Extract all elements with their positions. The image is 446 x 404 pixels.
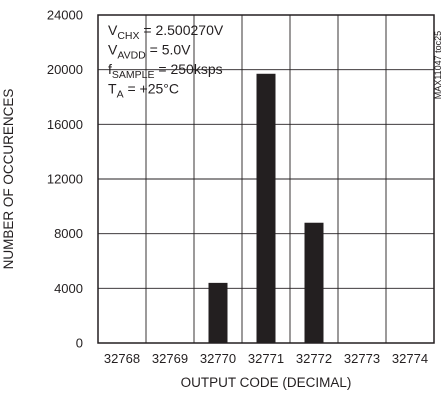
y-tick-label: 4000 [54, 281, 83, 296]
grid [98, 15, 434, 343]
annotation-vavdd: VAVDD = 5.0V [108, 42, 191, 62]
annotation-fsample: fSAMPLE = 250ksps [108, 61, 223, 81]
y-tick-label: 0 [76, 336, 83, 351]
y-tick-labels: 0 4000 8000 12000 16000 20000 24000 [47, 8, 83, 351]
x-tick-label: 32769 [152, 351, 188, 366]
x-axis-label: OUTPUT CODE (DECIMAL) [181, 375, 352, 390]
x-tick-labels: 32768 32769 32770 32771 32772 32773 32774 [104, 351, 428, 366]
bar-32770 [208, 282, 228, 343]
x-tick-label: 32773 [344, 351, 380, 366]
plot-frame [97, 14, 435, 344]
y-tick-label: 8000 [54, 226, 83, 241]
bars [208, 73, 324, 344]
y-tick-label: 24000 [47, 8, 83, 23]
annotation-ta: TA = +25°C [108, 81, 179, 101]
x-tick-label: 32774 [392, 351, 428, 366]
x-tick-label: 32772 [296, 351, 332, 366]
x-tick-label: 32768 [104, 351, 140, 366]
annotation-vchx: VCHX = 2.500270V [108, 22, 224, 42]
y-tick-label: 20000 [47, 62, 83, 77]
y-tick-label: 12000 [47, 172, 83, 187]
bar-32772 [304, 222, 324, 343]
y-axis-label: NUMBER OF OCCURENCES [1, 89, 16, 270]
x-tick-label: 32770 [200, 351, 236, 366]
x-tick-label: 32771 [248, 351, 284, 366]
figure-id: MAX11047 toc25 [433, 31, 443, 99]
y-tick-label: 16000 [47, 117, 83, 132]
bar-32771 [256, 73, 276, 344]
